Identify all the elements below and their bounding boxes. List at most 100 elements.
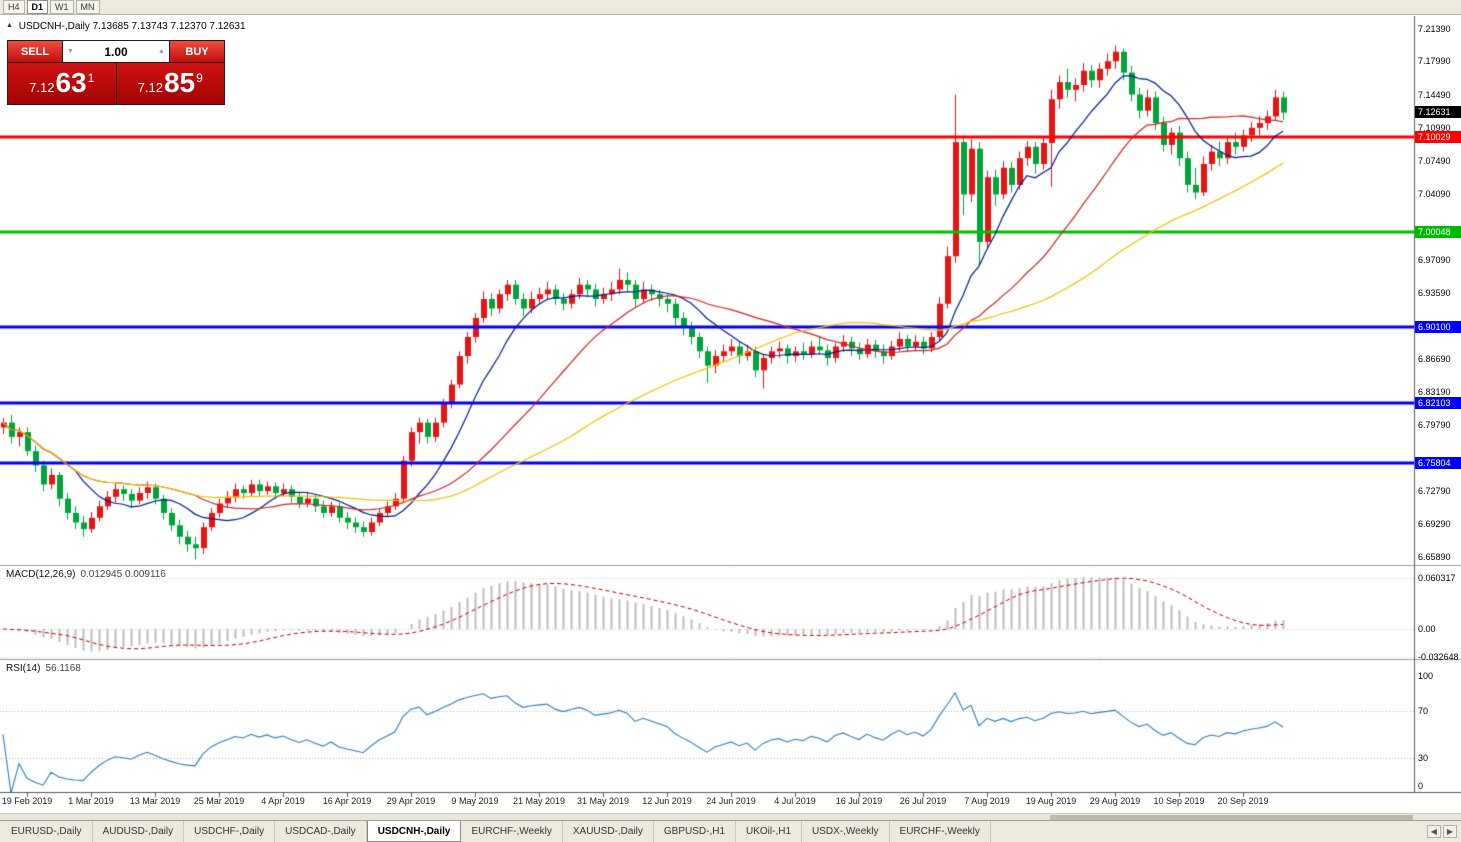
volume-decrease-icon[interactable]: ▼ [67,48,74,55]
date-axis-label: 21 May 2019 [512,796,566,806]
sell-price-main: 63 [55,67,87,98]
price-line-tag: 7.10029 [1415,131,1461,144]
date-axis-label: 19 Aug 2019 [1025,796,1077,806]
price-scale-tick: 6.79790 [1418,419,1451,430]
price-line-tag: 6.90100 [1415,320,1461,333]
macd-indicator-label: MACD(12,26,9) 0.012945 0.009116 [6,569,166,580]
price-line-tag: 6.82103 [1415,396,1461,409]
chart-tab-gbpusdh1[interactable]: GBPUSD-,H1 [654,821,737,842]
price-scale-tick: 6.65890 [1418,551,1451,562]
price-scale-tick: 7.14490 [1418,89,1451,100]
buy-price-main: 85 [163,67,196,98]
timeframe-button-w1[interactable]: W1 [50,0,74,14]
chart-tab-usdchfdaily[interactable]: USDCHF-,Daily [184,821,276,842]
date-axis-label: 7 Aug 2019 [964,796,1010,806]
chart-tab-audusddaily[interactable]: AUDUSD-,Daily [93,821,185,842]
date-axis-label: 29 Apr 2019 [386,796,436,806]
price-scale-tick: 6.93590 [1418,288,1451,299]
timeframe-button-h4[interactable]: H4 [3,0,25,14]
price-scale-tick: 7.10990 [1418,122,1451,133]
sell-price-button[interactable]: 7.12 63 1 [8,63,116,104]
price-scale[interactable]: 7.21390 7.17990 7.14490 7.10990 7.07490 7.040… [1415,0,1461,842]
rsi-scale-label: 70 [1418,706,1429,717]
chart-tab-eurusddaily[interactable]: EURUSD-,Daily [1,821,93,842]
volume-field[interactable]: ▼ 1.00 ▲ [63,41,169,62]
symbol-title: USDCNH-,Daily [18,21,90,32]
price-scale-tick: 6.97090 [1418,255,1451,266]
date-axis-label: 4 Jul 2019 [774,796,816,806]
chart-tab-eurchfweekly[interactable]: EURCHF-,Weekly [461,821,563,842]
price-scale-tick: 7.07490 [1418,156,1451,167]
date-axis-label: 16 Jul 2019 [835,796,883,806]
chart-tab-usdxweekly[interactable]: USDX-,Weekly [802,821,890,842]
rsi-indicator-label: RSI(14) 56.1168 [6,663,81,674]
trade-panel-top-row: SELL ▼ 1.00 ▲ BUY [8,41,224,62]
tab-scroll-right-icon[interactable]: ▶ [1442,825,1457,838]
price-scale-tick: 7.17990 [1418,56,1451,67]
date-axis-label: 29 Aug 2019 [1089,796,1141,806]
rsi-name: RSI(14) [6,663,41,674]
chart-tab-bar: EURUSD-,Daily AUDUSD-,Daily USDCHF-,Daily U… [0,820,1461,842]
buy-price-pip: 9 [196,71,203,85]
chart-tab-xauusddaily[interactable]: XAUUSD-,Daily [563,821,654,842]
one-click-trading-panel: SELL ▼ 1.00 ▲ BUY 7.12 63 1 7.12 85 9 [7,40,225,105]
price-line-tag: 7.12631 [1415,106,1461,119]
macd-scale-label: 0.00 [1418,624,1436,634]
chart-tab-eurchfweekly[interactable]: EURCHF-,Weekly [890,821,991,842]
macd-values: 0.012945 0.009116 [80,569,166,580]
tab-scroll-controls: ◀ ▶ [1423,821,1461,842]
chart-tab-usdcaddaily[interactable]: USDCAD-,Daily [275,821,367,842]
symbol-ohlc-values: 7.13685 7.13743 7.12370 7.12631 [92,21,246,32]
date-axis-label: 26 Jul 2019 [899,796,947,806]
macd-scale-label: 0.060317 [1418,573,1456,584]
sell-price-prefix: 7.12 [29,80,55,95]
timeframe-toolbar: H4 D1 W1 MN [0,0,1461,15]
rsi-scale-label: 30 [1418,752,1429,763]
buy-price-button[interactable]: 7.12 85 9 [116,63,224,104]
price-scale-tick: 7.04090 [1418,188,1451,199]
macd-scale-label: -0.032648 [1418,651,1459,662]
trade-panel-price-row: 7.12 63 1 7.12 85 9 [8,63,224,104]
date-axis-label: 24 Jun 2019 [706,796,756,806]
date-axis-label: 1 Mar 2019 [68,796,114,806]
volume-value[interactable]: 1.00 [104,44,128,59]
date-axis-label: 25 Mar 2019 [193,796,245,806]
date-axis-label: 20 Sep 2019 [1217,796,1269,806]
date-axis-label: 10 Sep 2019 [1153,796,1205,806]
date-axis-label: 31 May 2019 [576,796,630,806]
chart-tab-usdcnhdaily[interactable]: USDCNH-,Daily [366,821,462,842]
price-line-tag: 6.75804 [1415,456,1461,469]
symbol-info: ▲ USDCNH-,Daily 7.13685 7.13743 7.12370 … [6,21,246,32]
collapse-panel-icon[interactable]: ▲ [6,22,13,29]
date-axis-label: 16 Apr 2019 [322,796,372,806]
chart-tab-ukoilh1[interactable]: UKOil-,H1 [736,821,803,842]
tab-scroll-left-icon[interactable]: ◀ [1426,825,1441,838]
timeframe-button-mn[interactable]: MN [75,0,100,14]
macd-name: MACD(12,26,9) [6,569,76,580]
scrollbar-thumb[interactable] [1050,815,1413,820]
rsi-scale-label: 100 [1418,670,1434,681]
horizontal-scrollbar [0,813,1461,820]
date-axis-label: 9 May 2019 [451,796,499,806]
rsi-value: 56.1168 [45,663,81,674]
sell-button[interactable]: SELL [8,41,62,62]
price-scale-tick: 6.69290 [1418,519,1451,530]
sell-price-pip: 1 [87,71,95,85]
price-scale-tick: 6.83190 [1418,387,1451,398]
date-axis-label: 12 Jun 2019 [642,796,692,806]
timeframe-button-d1[interactable]: D1 [26,0,49,14]
price-scale-tick: 6.72790 [1418,486,1451,497]
date-axis[interactable]: 19 Feb 2019 1 Mar 2019 13 Mar 2019 25 Mar 2… [0,793,1414,812]
price-scale-tick: 7.21390 [1418,24,1451,34]
price-scale-tick: 6.86690 [1418,353,1451,364]
buy-button[interactable]: BUY [170,41,224,62]
rsi-scale-label: 0 [1418,781,1424,791]
date-axis-label: 13 Mar 2019 [129,796,181,806]
chart-tabs: EURUSD-,Daily AUDUSD-,Daily USDCHF-,Daily U… [0,821,991,842]
date-axis-label: 19 Feb 2019 [1,796,53,806]
volume-increase-icon[interactable]: ▲ [158,48,165,55]
date-axis-label: 4 Apr 2019 [261,796,305,806]
buy-price-prefix: 7.12 [137,80,163,95]
